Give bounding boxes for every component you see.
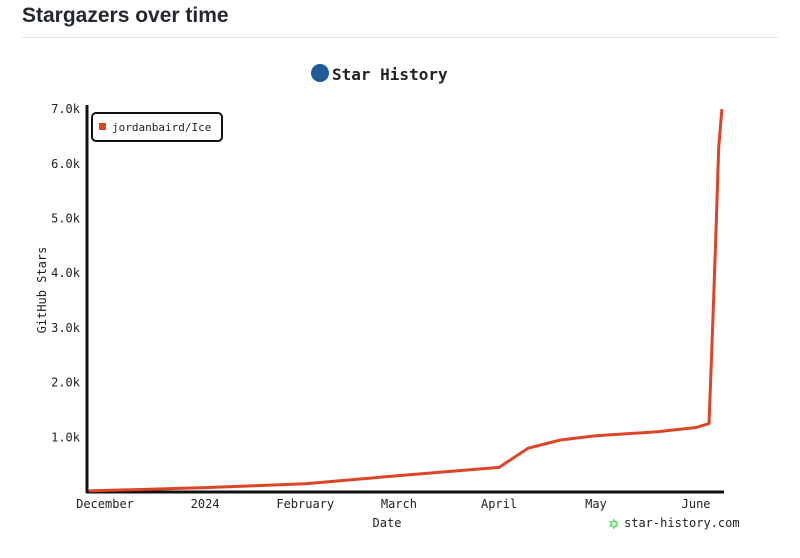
series-line <box>88 108 724 493</box>
legend-label: jordanbaird/Ice <box>112 121 211 134</box>
divider <box>22 37 778 38</box>
x-tick-label: May <box>585 497 607 511</box>
y-tick-label: 7.0k <box>51 102 81 116</box>
star-logo-icon: ✡ <box>608 516 620 532</box>
chart-title: Star History <box>332 65 448 84</box>
x-tick-label: December <box>76 497 134 511</box>
star-history-logo-icon <box>311 64 329 82</box>
x-tick-label: February <box>276 497 334 511</box>
y-tick-label: 2.0k <box>51 376 81 390</box>
watermark: star-history.com <box>624 516 740 530</box>
legend-box <box>91 112 223 142</box>
x-tick-label: March <box>381 497 417 511</box>
y-tick-label: 1.0k <box>51 430 81 444</box>
y-tick-label: 4.0k <box>51 266 81 280</box>
y-tick-label: 6.0k <box>51 157 81 171</box>
page-heading: Stargazers over time <box>22 4 229 27</box>
y-tick-label: 3.0k <box>51 321 81 335</box>
legend-swatch <box>99 123 106 130</box>
y-tick-label: 5.0k <box>51 212 81 226</box>
y-axis-label: GitHub Stars <box>35 247 49 334</box>
x-tick-label: June <box>682 497 711 511</box>
x-tick-label: 2024 <box>191 497 220 511</box>
x-axis-label: Date <box>373 516 402 530</box>
x-tick-label: April <box>481 497 517 511</box>
